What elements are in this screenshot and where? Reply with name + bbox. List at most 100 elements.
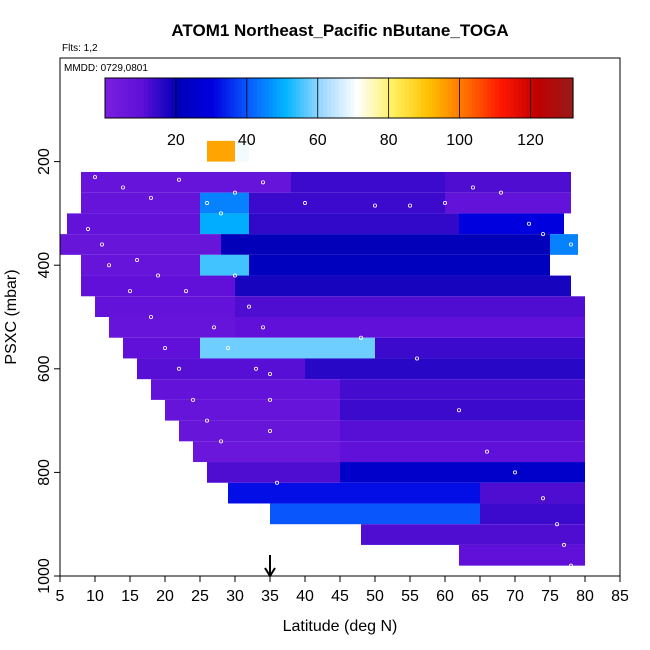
x-tick-label: 80 xyxy=(576,588,594,605)
flight-point xyxy=(260,180,265,185)
colorbar-tick-label: 20 xyxy=(167,132,185,149)
colorbar-segment xyxy=(136,78,141,118)
colorbar-segment xyxy=(537,78,543,118)
heatmap-cell xyxy=(375,337,585,359)
x-tick-label: 55 xyxy=(401,588,419,605)
heatmap-cell xyxy=(305,358,585,380)
heatmap-cell xyxy=(340,420,585,442)
flight-point xyxy=(260,325,265,330)
heatmap-cell xyxy=(95,296,235,317)
colorbar-segment xyxy=(397,78,402,118)
colorbar-segment xyxy=(518,78,523,118)
colorbar-segment xyxy=(346,78,352,118)
x-tick-label: 35 xyxy=(261,588,279,605)
flight-point xyxy=(218,439,223,444)
colorbar-segment xyxy=(190,78,196,118)
heatmap-cell xyxy=(445,171,571,193)
flight-point xyxy=(100,242,105,247)
colorbar-segment xyxy=(229,78,235,118)
colorbar-segment xyxy=(424,78,430,118)
heatmap-cell xyxy=(165,399,340,421)
flight-point xyxy=(162,346,167,351)
colorbar-segment xyxy=(159,78,165,118)
heatmap-cell xyxy=(249,254,550,276)
y-tick-label: 600 xyxy=(36,355,53,382)
colorbar-segment xyxy=(428,78,434,118)
x-tick-label: 30 xyxy=(226,588,244,605)
colorbar-segment xyxy=(444,78,449,118)
x-tick-label: 75 xyxy=(541,588,559,605)
flights-label: Flts: 1,2 xyxy=(62,43,98,54)
colorbar-segment xyxy=(370,78,375,118)
colorbar-segment xyxy=(163,78,168,118)
colorbar-segment xyxy=(276,78,282,118)
heatmap-cell xyxy=(291,171,445,193)
colorbar-segment xyxy=(452,78,457,118)
heatmap-cell xyxy=(459,213,564,235)
colorbar-segment xyxy=(498,78,504,118)
colorbar-segment xyxy=(436,78,441,118)
heatmap-cell xyxy=(200,213,249,235)
heatmap-cell xyxy=(221,234,550,255)
flight-point xyxy=(218,211,223,216)
colorbar-segment xyxy=(218,78,223,118)
colorbar-segment xyxy=(342,78,348,118)
y-axis-label: PSXC (mbar) xyxy=(3,269,20,364)
heatmap-cell xyxy=(480,482,585,504)
flight-point xyxy=(121,185,126,190)
colorbar-tick-label: 60 xyxy=(309,132,327,149)
colorbar-segment xyxy=(241,78,246,118)
heatmap-cell xyxy=(249,192,445,214)
heatmap-cell xyxy=(235,140,249,162)
x-tick-label: 10 xyxy=(86,588,104,605)
colorbar-segment xyxy=(300,78,305,118)
colorbar-segment xyxy=(292,78,297,118)
heatmap-cell xyxy=(249,213,459,235)
colorbar-segment xyxy=(198,78,204,118)
arrow-head xyxy=(264,567,276,578)
heatmap-cell xyxy=(340,441,585,463)
flight-point xyxy=(225,346,230,351)
flight-point xyxy=(267,397,272,402)
colorbar-segment xyxy=(108,78,114,118)
colorbar-segment xyxy=(456,78,461,118)
colorbar-segment xyxy=(268,78,274,118)
colorbar-segment xyxy=(385,78,391,118)
flight-point xyxy=(541,496,546,501)
colorbar-segment xyxy=(261,78,266,118)
colorbar-segment xyxy=(249,78,254,118)
x-tick-label: 70 xyxy=(506,588,524,605)
y-tick-label: 200 xyxy=(36,148,53,175)
colorbar-segment xyxy=(151,78,157,118)
colorbar-segment xyxy=(565,78,570,118)
colorbar-segment xyxy=(210,78,215,118)
colorbar-segment xyxy=(237,78,243,118)
flight-point xyxy=(253,366,258,371)
colorbar-segment xyxy=(225,78,231,118)
flight-point xyxy=(302,201,307,206)
colorbar-segment xyxy=(120,78,126,118)
flight-point xyxy=(134,258,139,263)
heatmap-cell xyxy=(480,503,585,525)
colorbar-segment xyxy=(413,78,418,118)
flight-point xyxy=(190,397,195,402)
colorbar-segment xyxy=(420,78,426,118)
heatmap-cell xyxy=(445,192,571,214)
colorbar-segment xyxy=(245,78,250,118)
colorbar-segment xyxy=(487,78,492,118)
flight-point xyxy=(107,263,112,268)
flight-point xyxy=(358,335,363,340)
colorbar-segment xyxy=(366,78,371,118)
heatmap-cell xyxy=(459,544,585,566)
flight-point xyxy=(569,242,574,247)
colorbar-segment xyxy=(233,78,239,118)
flight-point xyxy=(414,356,419,361)
colorbar-segment xyxy=(303,78,309,118)
colorbar-segment xyxy=(526,78,531,118)
colorbar-segment xyxy=(483,78,488,118)
heatmap-cell xyxy=(235,317,585,338)
y-axis: 200 400 600 800 1000 xyxy=(36,148,60,594)
colorbar-segment xyxy=(175,78,180,118)
heatmap-cell xyxy=(235,296,585,317)
